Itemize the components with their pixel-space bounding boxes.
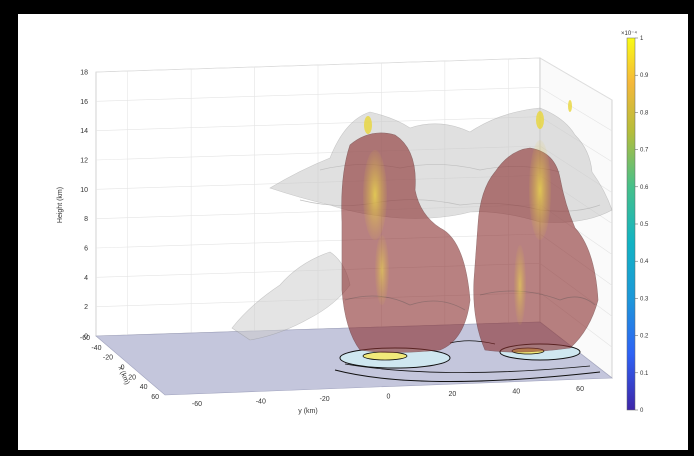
z-tick-label: 12: [80, 158, 88, 165]
y-axis-label: y (km): [298, 408, 317, 415]
x-tick-label: 0: [121, 365, 125, 372]
colorbar-tick-label: 0.2: [640, 334, 649, 340]
colorbar-tick-label: 0.3: [640, 296, 649, 302]
y-tick-labels: -60 -40 -20 0 20 40 60: [192, 386, 584, 408]
z-tick-label: 0: [84, 334, 88, 341]
x-tick-label: -20: [103, 355, 113, 362]
colorbar-tick-label: 0: [640, 408, 644, 414]
z-tick-label: 6: [84, 246, 88, 253]
colorbar-exponent: ×10⁻⁴: [621, 30, 637, 37]
core-isosurface: [363, 100, 572, 325]
y-tick-label: 20: [448, 391, 456, 398]
z-tick-label: 18: [80, 70, 88, 77]
x-tick-label: -60: [80, 335, 90, 342]
x-tick-label: 60: [151, 394, 159, 401]
y-tick-label: -40: [256, 398, 266, 405]
x-tick-label: 40: [140, 384, 148, 391]
z-tick-label: 8: [84, 216, 88, 223]
y-tick-label: 60: [576, 386, 584, 393]
x-tick-label: -40: [91, 345, 101, 352]
colorbar-tick-label: 0.9: [640, 73, 649, 79]
colorbar: [626, 37, 636, 411]
x-tick-label: 20: [128, 374, 136, 381]
z-tick-labels: 0 2 4 6 8 10 12 14 16 18: [80, 70, 88, 341]
colorbar-tick-label: 0.7: [640, 148, 649, 154]
colorbar-tick-label: 1: [640, 36, 644, 42]
y-tick-label: 0: [387, 394, 391, 401]
y-tick-label: -60: [192, 401, 202, 408]
z-axis-label: Height (km): [57, 187, 64, 223]
z-tick-label: 2: [84, 304, 88, 311]
y-tick-label: -20: [320, 396, 330, 403]
y-tick-label: 40: [512, 389, 520, 396]
z-tick-label: 14: [80, 128, 88, 135]
colorbar-tick-label: 0.1: [640, 371, 649, 377]
colorbar-tick-label: 0.5: [640, 222, 649, 228]
colorbar-tick-label: 0.4: [640, 259, 649, 265]
z-tick-label: 4: [84, 275, 88, 282]
colorbar-tick-labels: 0 0.1 0.2 0.3 0.4 0.5 0.6 0.7 0.8 0.9 1: [635, 36, 649, 414]
colorbar-tick-label: 0.8: [640, 110, 649, 116]
z-tick-label: 10: [80, 187, 88, 194]
colorbar-tick-label: 0.6: [640, 185, 649, 191]
z-tick-label: 16: [80, 99, 88, 106]
